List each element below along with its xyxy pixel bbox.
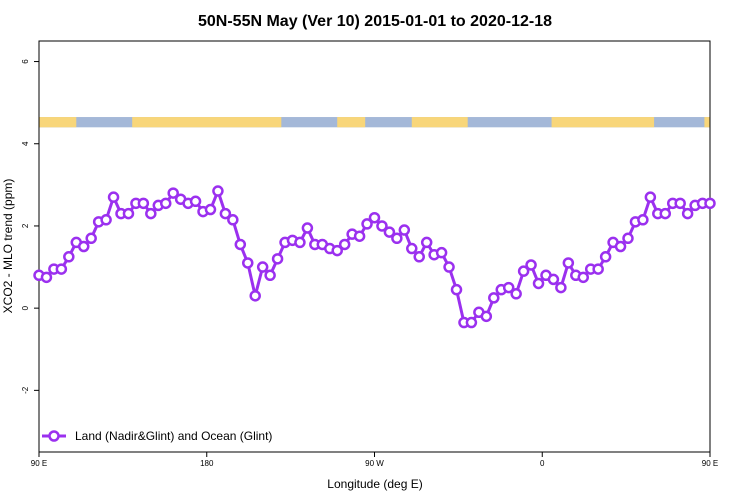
legend-marker: [48, 430, 60, 442]
data-point: [242, 257, 254, 269]
x-tick-label: 180: [200, 459, 214, 468]
data-point: [361, 218, 373, 230]
ocean-band: [39, 117, 710, 128]
data-point: [145, 207, 157, 220]
data-point: [204, 203, 217, 216]
series-group: [33, 185, 716, 329]
data-point: [368, 211, 381, 224]
legend: Land (Nadir&Glint) and Ocean (Glint): [42, 429, 272, 443]
data-point: [227, 214, 239, 226]
data-point: [450, 283, 463, 296]
data-point: [219, 207, 232, 220]
land-band-segment: [411, 117, 468, 128]
y-tick-label: -2: [21, 386, 30, 394]
data-point: [599, 251, 612, 263]
data-point: [704, 197, 716, 210]
data-point: [383, 226, 396, 238]
data-point: [391, 232, 403, 245]
data-point: [555, 281, 567, 294]
data-point: [301, 222, 314, 234]
data-point: [159, 197, 172, 210]
y-tick-label: 4: [21, 141, 30, 146]
x-tick-label: 90 E: [702, 459, 718, 468]
data-point: [353, 230, 366, 242]
data-point: [376, 220, 388, 232]
data-point: [249, 290, 261, 302]
data-point: [63, 251, 75, 263]
data-point: [674, 197, 686, 210]
data-point: [644, 191, 657, 203]
land-band-segment: [39, 117, 77, 128]
data-point: [100, 214, 112, 226]
data-point: [398, 224, 411, 236]
x-tick-label: 90 W: [365, 459, 384, 468]
chart-title: 50N-55N May (Ver 10) 2015-01-01 to 2020-…: [198, 13, 552, 30]
data-point: [659, 207, 672, 220]
data-point: [435, 246, 448, 259]
data-point: [592, 263, 604, 275]
y-tick-label: 2: [21, 223, 30, 228]
data-point: [525, 259, 537, 271]
land-band-segment: [132, 117, 282, 128]
data-point: [294, 236, 306, 249]
land-band-segment: [551, 117, 655, 128]
land-band-segment: [704, 117, 710, 128]
data-point: [413, 251, 425, 263]
data-point: [331, 244, 343, 257]
data-point: [85, 232, 97, 245]
x-axis: 90 E 180 90 W 0 90 E: [31, 452, 718, 468]
land-ocean-band: [39, 117, 710, 128]
data-point: [122, 207, 135, 220]
land-band-segment: [337, 117, 366, 128]
data-point: [406, 242, 418, 255]
data-point: [681, 207, 694, 220]
data-point: [420, 236, 433, 249]
data-point: [234, 238, 247, 251]
data-point: [40, 271, 53, 284]
data-point: [637, 214, 649, 226]
data-point: [189, 195, 202, 208]
x-tick-label: 90 E: [31, 459, 47, 468]
data-point: [264, 269, 276, 282]
data-point: [614, 240, 627, 253]
y-tick-label: 6: [21, 59, 30, 64]
data-point: [256, 261, 269, 273]
data-point: [137, 197, 150, 210]
data-point: [465, 316, 478, 329]
data-point: [271, 253, 284, 265]
data-point: [577, 271, 590, 284]
data-point: [622, 232, 634, 245]
y-axis: -2 0 2 4 6: [21, 59, 39, 394]
legend-label: Land (Nadir&Glint) and Ocean (Glint): [75, 429, 272, 443]
data-point: [547, 273, 560, 286]
x-tick-label: 0: [540, 459, 545, 468]
data-point: [562, 257, 575, 269]
data-point: [212, 185, 224, 197]
y-axis-label: XCO2 - MLO trend (ppm): [1, 179, 15, 314]
data-point: [77, 240, 90, 253]
data-point: [107, 191, 120, 203]
data-point: [488, 292, 500, 304]
data-point: [167, 187, 179, 199]
data-point: [55, 263, 68, 275]
data-point: [443, 261, 455, 273]
data-point: [532, 277, 545, 290]
x-axis-label: Longitude (deg E): [327, 477, 422, 491]
data-point: [510, 288, 522, 300]
data-point: [517, 265, 530, 277]
data-point: [502, 281, 515, 294]
data-point: [480, 310, 493, 323]
data-point: [338, 238, 351, 251]
y-tick-label: 0: [21, 305, 30, 310]
